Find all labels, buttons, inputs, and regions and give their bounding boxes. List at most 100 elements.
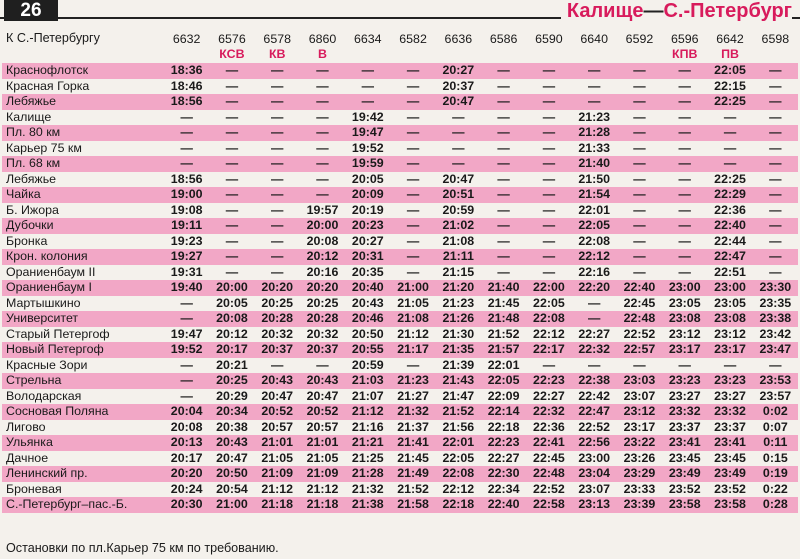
departure-time: 22:40 bbox=[623, 280, 656, 294]
departure-time: 21:09 bbox=[261, 466, 294, 480]
departure-time: — bbox=[180, 109, 193, 124]
departure-time: 22:47 bbox=[714, 249, 746, 263]
departure-time: 23:05 bbox=[668, 295, 701, 310]
departure-time: — bbox=[225, 63, 239, 77]
departure-time: — bbox=[225, 233, 239, 248]
departure-time: — bbox=[769, 125, 782, 139]
departure-time: 23:52 bbox=[714, 481, 746, 496]
train-days-mark: В bbox=[318, 47, 327, 61]
departure-time: 21:50 bbox=[578, 171, 611, 186]
departure-time: 23:12 bbox=[668, 326, 701, 341]
departure-time: 23:22 bbox=[623, 435, 656, 449]
departure-time: 21:33 bbox=[578, 140, 611, 155]
departure-time: — bbox=[769, 249, 782, 263]
departure-time: 23:12 bbox=[623, 404, 656, 418]
departure-time: — bbox=[406, 202, 420, 217]
departure-time: 19:27 bbox=[170, 249, 203, 263]
departure-time: 21:20 bbox=[442, 280, 475, 294]
route-to: С.-Петербург bbox=[663, 0, 792, 22]
departure-time: 23:17 bbox=[668, 342, 701, 356]
departure-time: — bbox=[587, 78, 601, 93]
departure-time: 20:28 bbox=[306, 311, 339, 325]
departure-time: 19:40 bbox=[170, 280, 203, 294]
departure-time: — bbox=[769, 140, 782, 155]
departure-time: 23:47 bbox=[759, 342, 792, 356]
departure-time: 21:12 bbox=[397, 326, 429, 341]
departure-time: — bbox=[587, 311, 601, 325]
departure-time: 21:08 bbox=[397, 311, 429, 325]
train-days-mark: КСВ bbox=[219, 47, 245, 61]
departure-time: — bbox=[769, 109, 782, 124]
departure-time: — bbox=[497, 233, 510, 248]
departure-time: — bbox=[769, 156, 782, 170]
departure-time: — bbox=[406, 109, 420, 124]
departure-time: — bbox=[271, 140, 284, 155]
station-row: Пл. 68 км — — — — 19:59 — — — — 21:40 — — — — bbox=[2, 156, 798, 172]
departure-time: 20:19 bbox=[351, 202, 384, 217]
departure-time: 22:08 bbox=[442, 466, 475, 480]
departure-time: 21:58 bbox=[397, 497, 429, 511]
departure-time: 20:47 bbox=[261, 388, 294, 403]
departure-time: — bbox=[316, 140, 329, 155]
departure-time: — bbox=[723, 125, 737, 139]
train-column-header: 6592 bbox=[617, 31, 662, 63]
departure-time: 19:52 bbox=[170, 342, 203, 356]
departure-time: 21:32 bbox=[397, 404, 429, 418]
departure-time: 21:11 bbox=[442, 249, 474, 263]
departure-time: 19:11 bbox=[171, 218, 203, 232]
departure-time: 22:27 bbox=[533, 388, 565, 403]
station-name: Дачное bbox=[6, 450, 49, 465]
train-column-header: 6590 bbox=[526, 31, 571, 63]
departure-time: 20:46 bbox=[351, 311, 384, 325]
departure-time: 20:43 bbox=[306, 373, 339, 387]
station-row: Дачное 20:17 20:47 21:05 21:05 21:25 21:45 22:0… bbox=[2, 450, 798, 466]
departure-time: 23:58 bbox=[714, 497, 746, 511]
station-row: Калище — — — — 19:42 — — — — 21:23 — — — — bbox=[2, 109, 798, 125]
station-name: Университет bbox=[6, 311, 79, 325]
train-number: 6598 bbox=[761, 32, 790, 46]
departure-time: — bbox=[587, 63, 601, 77]
departure-time: 23:04 bbox=[578, 466, 611, 480]
departure-time: 20:20 bbox=[170, 466, 203, 480]
departure-time: 23:27 bbox=[668, 388, 701, 403]
departure-time: 20:27 bbox=[442, 63, 475, 77]
departure-time: 21:23 bbox=[578, 109, 611, 124]
departure-time: 20:37 bbox=[442, 78, 475, 93]
departure-time: 18:56 bbox=[170, 171, 203, 186]
departure-time: 22:01 bbox=[487, 357, 520, 372]
departure-time: — bbox=[542, 109, 556, 124]
departure-time: 21:47 bbox=[442, 388, 475, 403]
departure-time: 22:14 bbox=[487, 404, 520, 418]
departure-time: 21:23 bbox=[442, 295, 475, 310]
departure-time: 22:18 bbox=[442, 497, 475, 511]
departure-time: — bbox=[723, 357, 737, 372]
departure-time: 22:16 bbox=[578, 264, 611, 279]
departure-time: 22:38 bbox=[578, 373, 611, 387]
departure-time: — bbox=[316, 171, 329, 186]
departure-time: — bbox=[678, 94, 691, 108]
departure-time: 20:08 bbox=[216, 311, 248, 325]
departure-time: 21:15 bbox=[442, 264, 475, 279]
departure-time: — bbox=[271, 187, 284, 201]
departure-time: 20:25 bbox=[216, 373, 248, 387]
station-row: Лебяжье 18:56 — — — — — 20:47 — — — — — 22:25 — bbox=[2, 94, 798, 110]
departure-time: 22:56 bbox=[578, 435, 611, 449]
train-number: 6640 bbox=[580, 32, 608, 46]
station-name: Старый Петергоф bbox=[6, 326, 110, 341]
departure-time: — bbox=[769, 264, 782, 279]
departure-time: 21:00 bbox=[397, 280, 429, 294]
departure-time: 20:23 bbox=[351, 218, 384, 232]
departure-time: 0:28 bbox=[762, 497, 788, 511]
departure-time: 21:16 bbox=[351, 419, 384, 434]
departure-time: 22:44 bbox=[714, 233, 746, 248]
train-column-header: 6634 bbox=[345, 31, 390, 63]
departure-time: — bbox=[633, 94, 646, 108]
departure-time: 22:05 bbox=[442, 450, 475, 465]
train-column-header: 6636 bbox=[436, 31, 481, 63]
departure-time: — bbox=[316, 109, 329, 124]
departure-time: — bbox=[180, 357, 193, 372]
departure-time: — bbox=[723, 109, 737, 124]
departure-time: — bbox=[678, 233, 691, 248]
route-title: Калище—С.-Петербург bbox=[560, 0, 792, 22]
departure-time: 22:41 bbox=[533, 435, 565, 449]
